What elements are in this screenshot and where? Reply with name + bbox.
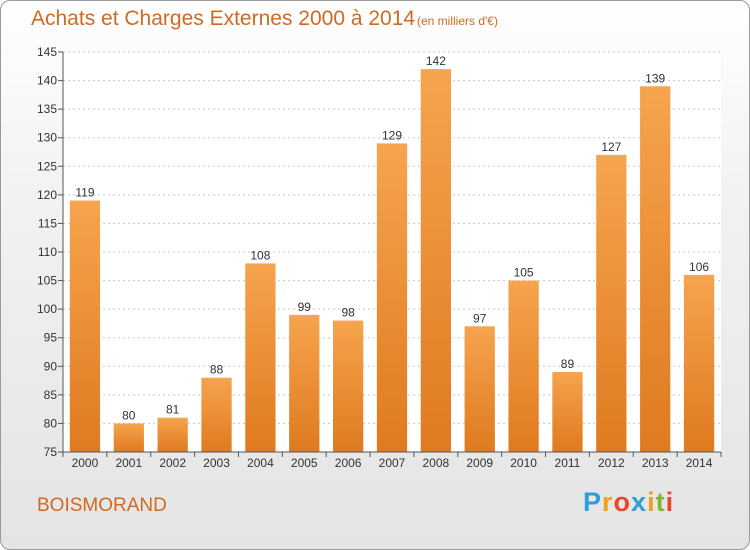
x-tick-label: 2009 xyxy=(466,456,493,470)
y-tick-label: 80 xyxy=(44,416,58,430)
y-tick-label: 115 xyxy=(38,216,57,230)
y-tick-label: 85 xyxy=(44,388,58,402)
x-tick-label: 2000 xyxy=(72,456,99,470)
x-tick-label: 2008 xyxy=(423,456,450,470)
data-label: 88 xyxy=(210,363,224,377)
y-tick-label: 75 xyxy=(44,445,58,459)
data-label: 80 xyxy=(122,408,136,422)
data-label: 139 xyxy=(645,71,665,85)
data-label: 108 xyxy=(250,248,270,262)
x-tick-label: 2007 xyxy=(379,456,406,470)
bar xyxy=(420,69,452,453)
bar xyxy=(552,372,583,452)
chart-title: Achats et Charges Externes 2000 à 2014 xyxy=(31,7,416,30)
x-tick-label: 2003 xyxy=(203,456,230,470)
data-label: 127 xyxy=(601,140,621,154)
x-tick-label: 2002 xyxy=(159,456,186,470)
data-label: 99 xyxy=(298,300,312,314)
bar xyxy=(464,326,495,452)
commune-name: BOISMORAND xyxy=(37,495,167,516)
data-label: 119 xyxy=(75,186,94,200)
bar xyxy=(376,143,408,452)
bar xyxy=(201,377,232,452)
data-label: 129 xyxy=(382,128,402,142)
data-label: 142 xyxy=(426,54,446,68)
logo-letter: P xyxy=(583,487,603,517)
y-tick-label: 140 xyxy=(37,74,57,88)
bar xyxy=(332,320,364,452)
y-tick-label: 120 xyxy=(37,188,57,202)
x-tick-label: 2004 xyxy=(247,456,274,470)
y-tick-label: 145 xyxy=(37,45,57,59)
logo-letter: o xyxy=(613,487,632,517)
x-tick-label: 2006 xyxy=(335,456,362,470)
y-tick-label: 135 xyxy=(37,102,57,116)
logo-letter: i xyxy=(665,487,675,517)
data-label: 89 xyxy=(561,357,575,371)
logo-letter: r xyxy=(602,487,614,517)
x-tick-label: 2001 xyxy=(115,456,142,470)
bar xyxy=(508,280,539,452)
chart-subtitle: (en milliers d'€) xyxy=(417,14,498,28)
bar xyxy=(683,274,715,452)
logo-letter: i xyxy=(647,487,656,517)
y-tick-label: 100 xyxy=(37,302,57,316)
y-tick-label: 110 xyxy=(38,245,57,259)
logo-letter: t xyxy=(655,487,666,517)
data-label: 105 xyxy=(514,266,534,280)
x-tick-label: 2011 xyxy=(555,456,581,470)
data-label: 81 xyxy=(166,403,180,417)
y-tick-label: 130 xyxy=(37,131,57,145)
bar xyxy=(289,314,320,452)
bar xyxy=(640,86,671,453)
logo-letter: x xyxy=(631,487,648,517)
y-tick-label: 105 xyxy=(37,274,57,288)
bar xyxy=(245,263,276,452)
y-tick-label: 95 xyxy=(44,331,58,345)
y-tick-label: 90 xyxy=(44,359,58,373)
bar xyxy=(157,417,188,452)
x-tick-label: 2005 xyxy=(291,456,318,470)
y-tick-label: 125 xyxy=(37,159,57,173)
x-tick-label: 2014 xyxy=(686,456,713,470)
bar xyxy=(596,154,627,452)
proxiti-logo: Proxiti xyxy=(583,487,674,518)
data-label: 106 xyxy=(689,260,709,274)
bar xyxy=(69,200,101,452)
x-tick-label: 2012 xyxy=(598,456,625,470)
x-tick-label: 2013 xyxy=(642,456,669,470)
x-tick-label: 2010 xyxy=(510,456,537,470)
data-label: 97 xyxy=(473,311,487,325)
bar xyxy=(113,423,144,452)
data-label: 98 xyxy=(341,306,355,320)
